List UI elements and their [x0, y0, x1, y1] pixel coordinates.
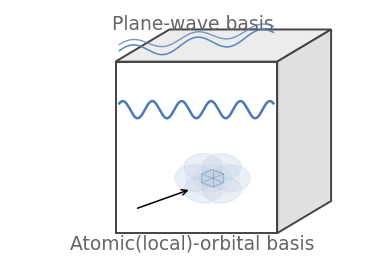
Circle shape [175, 165, 213, 192]
Circle shape [199, 169, 226, 188]
Circle shape [176, 153, 249, 204]
Circle shape [203, 154, 241, 181]
Circle shape [203, 176, 241, 203]
Text: Atomic(local)-orbital basis: Atomic(local)-orbital basis [70, 234, 315, 253]
Polygon shape [116, 62, 277, 233]
Circle shape [186, 159, 239, 197]
Circle shape [184, 176, 223, 203]
Polygon shape [277, 29, 331, 233]
Circle shape [204, 172, 221, 184]
Circle shape [184, 154, 223, 181]
Circle shape [212, 165, 250, 192]
Circle shape [193, 165, 232, 192]
Polygon shape [116, 29, 331, 62]
Text: Plane-wave basis: Plane-wave basis [112, 15, 273, 34]
